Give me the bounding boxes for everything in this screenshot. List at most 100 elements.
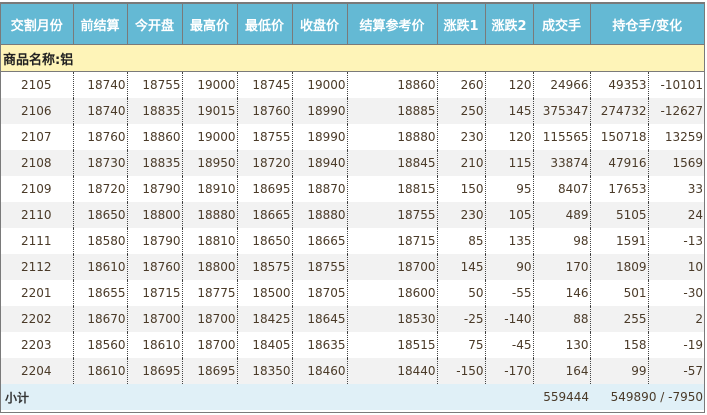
table-cell: 18500 [237, 280, 293, 306]
table-cell: 18755 [347, 202, 438, 228]
table-cell: -30 [683, 286, 703, 300]
table-cell: 501 [590, 280, 649, 306]
table-cell: 2111 [1, 228, 74, 254]
table-cell: 18835 [127, 98, 183, 124]
table-cell: -10101 [660, 78, 703, 92]
column-header[interactable]: 涨跌1 [437, 4, 486, 45]
table-row: 2107 18760 18860 19000 18755 18990 18880 230 120… [1, 124, 704, 150]
table-cell: 18645 [292, 306, 348, 332]
table-cell: 18760 [127, 254, 183, 280]
table-cell: 230 [437, 202, 486, 228]
table-cell: -19 [683, 338, 703, 352]
table-cell: 18740 [73, 98, 128, 124]
table-cell: -12627 [648, 98, 704, 124]
table-cell: 75 [437, 332, 486, 358]
table-cell: 33 [687, 182, 703, 196]
column-header[interactable]: 最高价 [182, 4, 238, 45]
table-cell: 164 [533, 358, 591, 384]
table-cell: 19000 [182, 71, 238, 98]
table-cell: 18790 [127, 228, 183, 254]
column-header[interactable]: 持仓手/变化 [590, 4, 704, 45]
table-cell: 18600 [347, 280, 438, 306]
table-cell: 2204 [1, 358, 74, 384]
table-cell: 18755 [127, 71, 183, 98]
table-cell: 255 [590, 306, 649, 332]
table-cell: 135 [485, 228, 534, 254]
table-cell: 5105 [590, 202, 649, 228]
table-cell: -45 [485, 332, 534, 358]
column-header[interactable]: 成交手 [533, 4, 591, 45]
table-cell: 18950 [182, 150, 238, 176]
table-cell: 85 [437, 228, 486, 254]
table-cell: 2108 [1, 150, 74, 176]
column-header[interactable]: 前结算 [73, 4, 128, 45]
table-cell: 13259 [664, 130, 703, 144]
table-row: 2201 18655 18715 18775 18500 18705 18600 50 -55 1… [1, 280, 704, 306]
table-cell: 2106 [1, 98, 74, 124]
table-cell: 18425 [237, 306, 293, 332]
column-header[interactable]: 交割月份 [1, 4, 74, 45]
table-cell: 18755 [292, 254, 348, 280]
table-cell: 95 [485, 176, 534, 202]
table-cell: 19000 [182, 124, 238, 150]
column-header[interactable]: 最低价 [237, 4, 293, 45]
table-row: 2106 18740 18835 19015 18760 18990 18885 250 145… [1, 98, 704, 124]
table-cell: 120 [485, 124, 534, 150]
header-row: 交割月份 前结算 今开盘 最高价 最低价 收盘价 结算参考价 涨跌1 涨跌2 成交手 持仓手/变化 [1, 4, 704, 45]
table-cell: 18700 [182, 306, 238, 332]
table-cell: -25 [437, 306, 486, 332]
table-cell: 33874 [533, 150, 591, 176]
column-header[interactable]: 结算参考价 [347, 4, 438, 45]
table-cell: 98 [533, 228, 591, 254]
table-cell: 18635 [292, 332, 348, 358]
table-cell: 18990 [292, 98, 348, 124]
column-header[interactable]: 今开盘 [127, 4, 183, 45]
table-cell: 120 [485, 71, 534, 98]
table-cell: 50 [437, 280, 486, 306]
table-cell: 2 [648, 306, 704, 332]
table-cell: 2112 [1, 254, 74, 280]
table-cell: 18705 [292, 280, 348, 306]
futures-quote-table: 交割月份 前结算 今开盘 最高价 最低价 收盘价 结算参考价 涨跌1 涨跌2 成交手 持仓手/变化 … [1, 4, 704, 410]
column-header[interactable]: 涨跌2 [485, 4, 534, 45]
table-cell: 17653 [590, 176, 649, 202]
table-cell: 18800 [127, 202, 183, 228]
table-cell: 2201 [1, 280, 74, 306]
table-cell: 18575 [237, 254, 293, 280]
table-cell: 489 [533, 202, 591, 228]
table-cell: 375347 [533, 98, 591, 124]
table-cell: 2202 [1, 306, 74, 332]
table-cell: 18870 [292, 176, 348, 202]
table-cell: 90 [485, 254, 534, 280]
table-cell: 2203 [1, 332, 74, 358]
table-cell: 18730 [73, 150, 128, 176]
table-cell: 18790 [127, 176, 183, 202]
table-cell: 18665 [237, 202, 293, 228]
table-cell: 2109 [1, 176, 74, 202]
column-header[interactable]: 收盘价 [292, 4, 348, 45]
table-cell: 18720 [73, 176, 128, 202]
table-cell: 18880 [347, 124, 438, 150]
table-cell: 150 [437, 176, 486, 202]
table-cell: 18760 [237, 98, 293, 124]
table-cell: 18800 [182, 254, 238, 280]
table-cell: 18665 [292, 228, 348, 254]
table-cell: 18695 [127, 358, 183, 384]
table-cell: 18560 [73, 332, 128, 358]
table-cell: 18610 [127, 332, 183, 358]
table-cell: 18910 [182, 176, 238, 202]
table-cell: 18405 [237, 332, 293, 358]
table-cell: 24 [648, 202, 704, 228]
table-cell: -170 [485, 358, 534, 384]
table-cell: 210 [437, 150, 486, 176]
table-cell: 19015 [182, 98, 238, 124]
table-cell: 18460 [292, 358, 348, 384]
table-cell: 18715 [347, 228, 438, 254]
table-cell: 115 [485, 150, 534, 176]
table-cell: 18760 [73, 124, 128, 150]
table-cell: 18350 [237, 358, 293, 384]
table-cell: 18580 [73, 228, 128, 254]
table-cell: 24966 [533, 71, 591, 98]
table-cell: 18810 [182, 228, 238, 254]
table-cell: 18670 [73, 306, 128, 332]
